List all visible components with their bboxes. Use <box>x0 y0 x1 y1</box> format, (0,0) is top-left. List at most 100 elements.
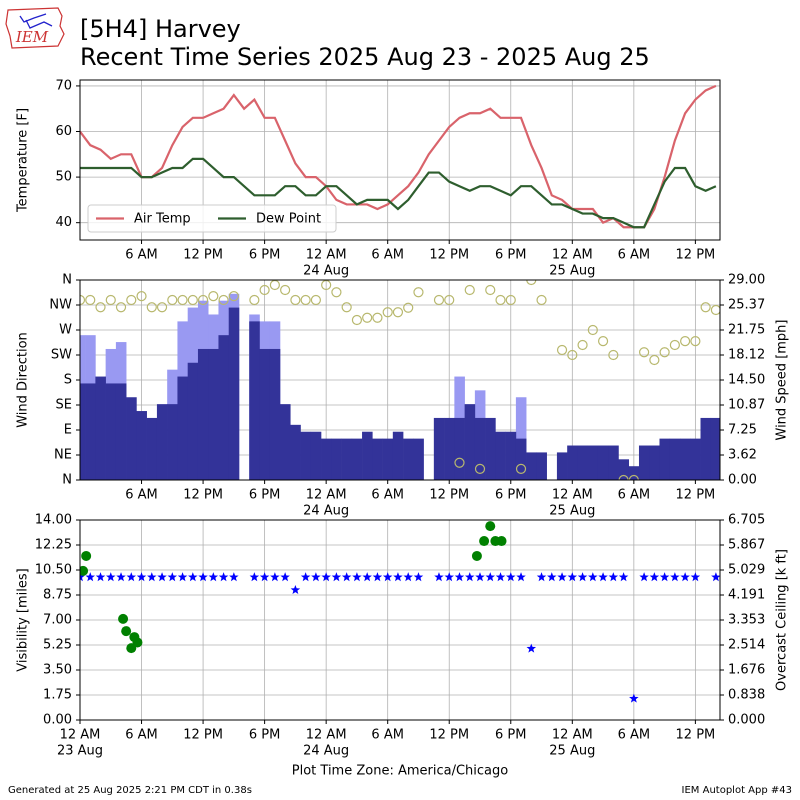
x-tick-date: 25 Aug <box>549 264 595 279</box>
y2-tick-label: 14.50 <box>728 373 765 388</box>
bar <box>454 417 465 480</box>
y-tick-label: 12.25 <box>35 538 72 553</box>
point <box>444 572 454 582</box>
point <box>496 536 507 547</box>
bar <box>567 445 578 480</box>
point <box>95 302 106 313</box>
point <box>249 294 260 306</box>
y-tick-label: 70 <box>55 78 72 93</box>
x-tick-label: 6 AM <box>371 248 404 263</box>
y-tick-label: 8.75 <box>43 588 72 603</box>
point <box>588 572 598 582</box>
x-tick-label: 12 PM <box>676 728 716 743</box>
point <box>434 572 444 582</box>
point <box>372 572 383 582</box>
x-tick-label: 6 AM <box>125 728 158 743</box>
x-tick-date: 24 Aug <box>303 504 349 519</box>
point <box>639 572 649 582</box>
point <box>403 572 413 582</box>
x-tick-label: 12 PM <box>183 728 223 743</box>
x-tick-label: 12 PM <box>429 488 469 503</box>
point <box>105 294 116 306</box>
y-tick-label: 1.75 <box>43 688 72 703</box>
bar <box>372 438 383 480</box>
point <box>177 572 188 582</box>
x-tick-date: 25 Aug <box>549 744 595 759</box>
y2-tick-label: 6.705 <box>728 513 765 528</box>
point <box>659 347 670 358</box>
bar <box>259 348 271 480</box>
point <box>680 572 690 582</box>
point <box>341 302 352 313</box>
point <box>280 284 291 296</box>
point <box>536 572 547 582</box>
point <box>577 339 588 351</box>
y2-tick-label: 3.353 <box>728 613 765 628</box>
bar <box>269 348 281 480</box>
y-tick-label: 0.00 <box>43 713 72 728</box>
point <box>270 572 280 582</box>
x-tick-date: 24 Aug <box>303 744 349 759</box>
point <box>118 613 129 624</box>
x-tick-label: 12 AM <box>552 488 593 503</box>
y2-tick-label: 3.62 <box>728 448 757 463</box>
x-tick-label: 6 PM <box>495 488 526 503</box>
point <box>474 463 486 474</box>
point <box>208 572 219 582</box>
bar <box>177 376 188 480</box>
legend: Air Temp Dew Point <box>87 204 337 233</box>
point <box>259 572 270 582</box>
logo-text: IEM <box>15 28 49 46</box>
footer-left: Generated at 25 Aug 2025 2:21 PM CDT in … <box>8 785 252 796</box>
logo: IEM <box>5 7 65 49</box>
bar <box>382 438 394 480</box>
legend-box <box>87 204 337 233</box>
x-tick-label: 6 PM <box>249 728 280 743</box>
y-tick-label: SW <box>51 348 72 363</box>
point <box>403 302 414 313</box>
x-tick-label: 12 PM <box>676 248 716 263</box>
y-axis-label: Wind Direction <box>16 332 31 428</box>
point <box>536 294 547 306</box>
point <box>505 294 516 306</box>
legend-label: Dew Point <box>256 212 321 227</box>
footer-right: IEM Autoplot App #43 <box>682 785 792 796</box>
x-tick-label: 6 PM <box>495 728 526 743</box>
y2-tick-label: 5.029 <box>728 563 765 578</box>
bar <box>638 445 650 480</box>
point <box>485 284 496 296</box>
point <box>659 572 670 582</box>
y-tick-label: 60 <box>55 124 72 139</box>
bar <box>690 438 701 480</box>
bar <box>536 452 547 480</box>
point <box>710 304 720 316</box>
point <box>198 572 208 582</box>
point <box>146 302 157 313</box>
point <box>351 314 363 326</box>
y-tick-label: N <box>62 473 72 488</box>
x-tick-label: 12 PM <box>183 248 223 263</box>
bar <box>628 466 640 480</box>
bar <box>362 431 373 480</box>
bar <box>587 445 599 480</box>
y2-tick-label: 10.87 <box>728 398 765 413</box>
y2-tick-label: 7.25 <box>728 423 757 438</box>
point <box>608 349 619 361</box>
bar <box>649 445 660 480</box>
y-tick-label: 7.00 <box>43 613 72 628</box>
plot-area <box>80 84 717 229</box>
point <box>167 294 178 306</box>
point <box>106 572 116 582</box>
y-tick-label: 14.00 <box>35 513 72 528</box>
point <box>311 572 321 582</box>
point <box>80 572 85 582</box>
title: [5H4] Harvey <box>80 15 241 43</box>
bar <box>485 417 496 480</box>
x-tick-label: 6 PM <box>249 488 280 503</box>
bar <box>341 438 353 480</box>
x-tick-date: 24 Aug <box>303 264 349 279</box>
point <box>300 572 311 582</box>
point <box>352 572 362 582</box>
